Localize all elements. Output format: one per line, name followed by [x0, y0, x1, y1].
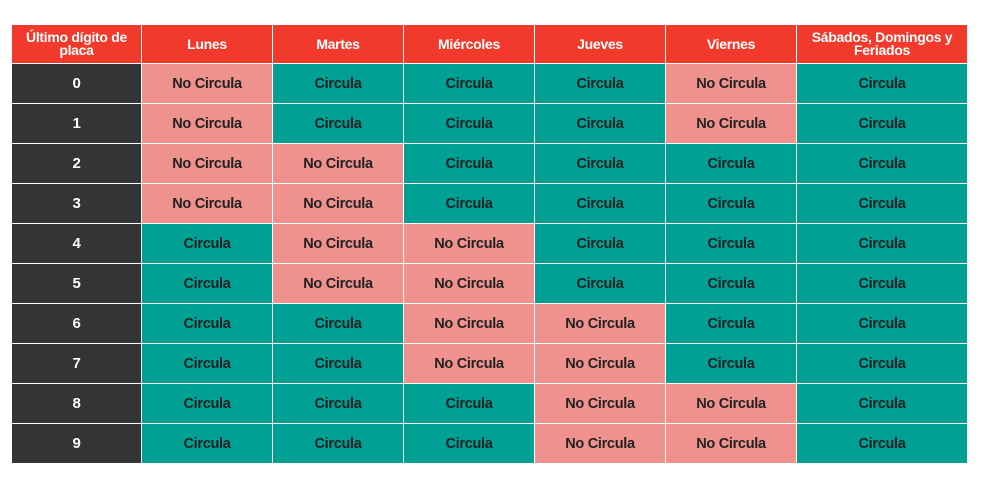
status-cell-4-tuesday: No Circula	[273, 224, 404, 264]
status-cell-7-wednesday: No Circula	[404, 344, 535, 384]
status-cell-3-monday: No Circula	[142, 184, 273, 224]
status-cell-2-weekend-holidays: Circula	[797, 144, 968, 184]
status-cell-9-friday: No Circula	[666, 424, 797, 464]
status-cell-6-wednesday: No Circula	[404, 304, 535, 344]
status-cell-8-monday: Circula	[142, 384, 273, 424]
header-friday: Viernes	[666, 25, 797, 64]
status-cell-0-wednesday: Circula	[404, 64, 535, 104]
status-cell-5-weekend-holidays: Circula	[797, 264, 968, 304]
header-weekend-holidays: Sábados, Domingos y Feriados	[797, 25, 968, 64]
status-cell-8-thursday: No Circula	[535, 384, 666, 424]
status-cell-3-wednesday: Circula	[404, 184, 535, 224]
row-digit-9: 9	[12, 424, 142, 464]
status-cell-4-friday: Circula	[666, 224, 797, 264]
status-cell-9-monday: Circula	[142, 424, 273, 464]
row-digit-8: 8	[12, 384, 142, 424]
status-cell-0-weekend-holidays: Circula	[797, 64, 968, 104]
status-cell-2-monday: No Circula	[142, 144, 273, 184]
status-cell-1-wednesday: Circula	[404, 104, 535, 144]
header-thursday: Jueves	[535, 25, 666, 64]
status-cell-0-thursday: Circula	[535, 64, 666, 104]
status-cell-8-friday: No Circula	[666, 384, 797, 424]
status-cell-2-friday: Circula	[666, 144, 797, 184]
status-cell-1-monday: No Circula	[142, 104, 273, 144]
status-cell-8-tuesday: Circula	[273, 384, 404, 424]
row-digit-3: 3	[12, 184, 142, 224]
status-cell-9-thursday: No Circula	[535, 424, 666, 464]
status-cell-1-friday: No Circula	[666, 104, 797, 144]
status-cell-1-weekend-holidays: Circula	[797, 104, 968, 144]
header-monday: Lunes	[142, 25, 273, 64]
status-cell-9-weekend-holidays: Circula	[797, 424, 968, 464]
status-cell-6-monday: Circula	[142, 304, 273, 344]
status-cell-1-thursday: Circula	[535, 104, 666, 144]
status-cell-6-thursday: No Circula	[535, 304, 666, 344]
status-cell-7-monday: Circula	[142, 344, 273, 384]
status-cell-4-weekend-holidays: Circula	[797, 224, 968, 264]
status-cell-4-wednesday: No Circula	[404, 224, 535, 264]
header-wednesday: Miércoles	[404, 25, 535, 64]
row-digit-7: 7	[12, 344, 142, 384]
status-cell-2-thursday: Circula	[535, 144, 666, 184]
status-cell-7-thursday: No Circula	[535, 344, 666, 384]
row-digit-0: 0	[12, 64, 142, 104]
status-cell-0-monday: No Circula	[142, 64, 273, 104]
status-cell-8-weekend-holidays: Circula	[797, 384, 968, 424]
header-tuesday: Martes	[273, 25, 404, 64]
status-cell-8-wednesday: Circula	[404, 384, 535, 424]
header-plate-digit: Último dígito de placa	[12, 25, 142, 64]
status-cell-9-tuesday: Circula	[273, 424, 404, 464]
status-cell-3-friday: Circula	[666, 184, 797, 224]
plate-restriction-table: Último dígito de placa Lunes Martes Miér…	[12, 25, 968, 464]
status-cell-7-friday: Circula	[666, 344, 797, 384]
status-cell-2-wednesday: Circula	[404, 144, 535, 184]
status-cell-9-wednesday: Circula	[404, 424, 535, 464]
status-cell-4-thursday: Circula	[535, 224, 666, 264]
status-cell-3-weekend-holidays: Circula	[797, 184, 968, 224]
status-cell-5-friday: Circula	[666, 264, 797, 304]
status-cell-3-thursday: Circula	[535, 184, 666, 224]
status-cell-5-wednesday: No Circula	[404, 264, 535, 304]
status-cell-5-monday: Circula	[142, 264, 273, 304]
row-digit-1: 1	[12, 104, 142, 144]
status-cell-5-tuesday: No Circula	[273, 264, 404, 304]
row-digit-5: 5	[12, 264, 142, 304]
row-digit-6: 6	[12, 304, 142, 344]
status-cell-3-tuesday: No Circula	[273, 184, 404, 224]
status-cell-5-thursday: Circula	[535, 264, 666, 304]
status-cell-6-friday: Circula	[666, 304, 797, 344]
status-cell-0-friday: No Circula	[666, 64, 797, 104]
status-cell-0-tuesday: Circula	[273, 64, 404, 104]
status-cell-6-tuesday: Circula	[273, 304, 404, 344]
status-cell-4-monday: Circula	[142, 224, 273, 264]
status-cell-7-tuesday: Circula	[273, 344, 404, 384]
status-cell-2-tuesday: No Circula	[273, 144, 404, 184]
row-digit-2: 2	[12, 144, 142, 184]
status-cell-1-tuesday: Circula	[273, 104, 404, 144]
status-cell-6-weekend-holidays: Circula	[797, 304, 968, 344]
row-digit-4: 4	[12, 224, 142, 264]
status-cell-7-weekend-holidays: Circula	[797, 344, 968, 384]
